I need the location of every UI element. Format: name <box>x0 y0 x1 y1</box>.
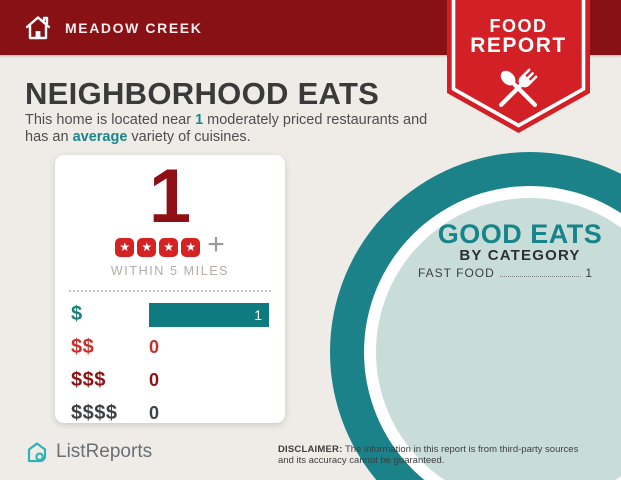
radius-label: WITHIN 5 MILES <box>110 264 230 278</box>
price-tier-label: $$$$ <box>71 402 118 424</box>
stars-row: ★ ★ ★ ★ <box>115 237 201 257</box>
category-name: FAST FOOD <box>418 266 495 280</box>
yelp-star-icon: ★ <box>137 237 157 257</box>
category-section-title: GOOD EATS <box>437 219 603 249</box>
summary-part: moderately priced restaurants and has an <box>25 112 428 146</box>
disclaimer-label: DISCLAIMER: <box>278 444 343 455</box>
summary-part: This home is located near <box>25 112 196 128</box>
variety-highlight: average <box>72 129 128 146</box>
badge-label-food: FOOD <box>489 16 548 36</box>
disclaimer: DISCLAIMER: The information in this repo… <box>278 444 596 467</box>
price-tier-row: $$$$ 0 <box>71 397 269 430</box>
price-tier-value: 0 <box>149 337 160 357</box>
home-icon <box>25 15 51 39</box>
yelp-star-icon: ★ <box>159 237 179 257</box>
stats-card: 1 ★ ★ ★ ★ + WITHIN 5 MILES $1 $$ 0 $$$ 0 $$$$ 0 <box>55 154 285 424</box>
price-tier-row: $$$ 0 <box>71 364 269 397</box>
brand-name: ListReports <box>56 441 153 462</box>
plus-sign: + <box>207 228 225 261</box>
price-tier-label: $$$ <box>71 369 106 391</box>
price-tier-label: $$ <box>71 336 95 358</box>
summary-part: variety of cuisines. <box>127 129 251 146</box>
category-value: 1 <box>585 266 592 280</box>
listreports-house-icon <box>27 442 47 463</box>
price-rows: $1 $$ 0 $$$ 0 $$$$ 0 <box>55 296 285 430</box>
dotted-divider <box>69 290 271 292</box>
property-name: MEADOW CREEK <box>65 19 203 36</box>
yelp-star-icon: ★ <box>115 237 135 257</box>
category-section-subtitle: BY CATEGORY <box>459 247 581 264</box>
badge-label-report: REPORT <box>470 34 567 57</box>
dotted-leader <box>499 276 582 277</box>
yelp-star-icon: ★ <box>181 237 201 257</box>
restaurant-count-highlight: 1 <box>195 112 204 128</box>
summary-text: This home is located near 1 moderately p… <box>25 112 450 147</box>
listreports-logo: ListReports <box>25 440 152 464</box>
spoon-fork-icon <box>499 68 538 107</box>
rating-line: ★ ★ ★ ★ + <box>55 228 285 261</box>
price-tier-value: 1 <box>254 306 262 323</box>
food-report-badge: FOOD REPORT <box>447 0 590 136</box>
price-tier-value: 0 <box>149 403 160 423</box>
price-tier-row: $$ 0 <box>71 331 269 364</box>
page-title: NEIGHBORHOOD EATS <box>25 76 380 111</box>
price-tier-label: $ <box>71 303 83 325</box>
category-rows: FAST FOOD 1 <box>418 266 592 284</box>
badge-shape <box>447 0 590 133</box>
category-row: FAST FOOD 1 <box>418 266 592 284</box>
price-tier-value: 0 <box>149 370 160 390</box>
restaurant-count: 1 <box>148 154 192 239</box>
disclaimer-text: The information in this report is from t… <box>278 444 579 467</box>
price-tier-row: $1 <box>71 298 269 331</box>
price-tier-bar: 1 <box>149 302 269 327</box>
